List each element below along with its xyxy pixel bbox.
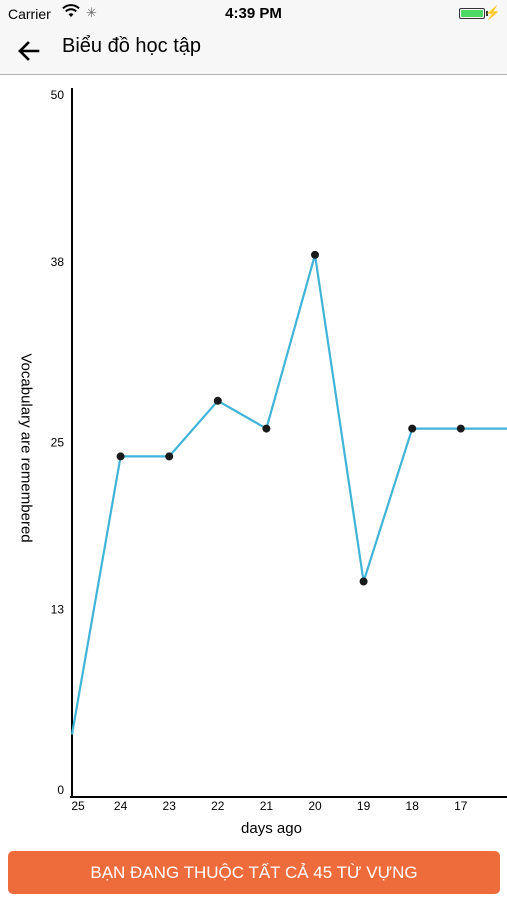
status-time: 4:39 PM: [225, 5, 282, 22]
x-tick-label: 19: [357, 799, 371, 813]
x-tick-label: 25: [71, 799, 85, 813]
data-point: [311, 250, 319, 259]
activity-spinner-icon: ✳: [86, 5, 97, 20]
charging-bolt-icon: ⚡: [484, 5, 501, 20]
x-tick-label: 21: [260, 799, 274, 813]
y-tick-label: 25: [51, 436, 65, 450]
battery-level-fill: [461, 10, 483, 17]
wifi-icon: [62, 4, 80, 17]
y-tick-label: 38: [51, 255, 65, 269]
y-tick-label: 50: [51, 88, 65, 102]
x-tick-label: 23: [163, 799, 177, 813]
data-point: [213, 396, 222, 405]
data-point: [359, 577, 368, 586]
data-point: [408, 424, 417, 433]
page-title: Biểu đồ học tập: [62, 35, 201, 57]
arrow-left-icon: [18, 41, 40, 61]
battery-icon: [459, 8, 485, 19]
x-tick-label: 20: [308, 799, 322, 813]
data-point: [456, 424, 465, 433]
x-tick-label: 22: [211, 799, 225, 813]
x-tick-label: 18: [406, 799, 420, 813]
x-axis-label: days ago: [241, 820, 302, 837]
vocabulary-status-button[interactable]: BẠN ĐANG THUỘC TẤT CẢ 45 TỪ VỰNG: [8, 851, 500, 894]
x-tick-label: 17: [454, 799, 468, 813]
y-tick-label: 13: [51, 602, 65, 616]
x-tick-label: 24: [114, 799, 128, 813]
status-bar: Carrier ✳ 4:39 PM ⚡: [0, 0, 507, 28]
data-point: [116, 452, 125, 461]
carrier-label: Carrier: [8, 6, 51, 22]
y-tick-label: 0: [57, 783, 64, 797]
navigation-bar: Biểu đồ học tập: [0, 28, 507, 75]
data-point: [262, 424, 271, 433]
back-button[interactable]: [14, 36, 46, 66]
y-axis-label: Vocabulary are remembered: [17, 353, 35, 543]
battery-tip: [486, 11, 488, 16]
series-line: [70, 253, 507, 735]
learning-chart: 50 38 25 13 0 25 24 23 22 21 20 19 18 17: [51, 88, 507, 813]
data-point: [165, 452, 174, 461]
